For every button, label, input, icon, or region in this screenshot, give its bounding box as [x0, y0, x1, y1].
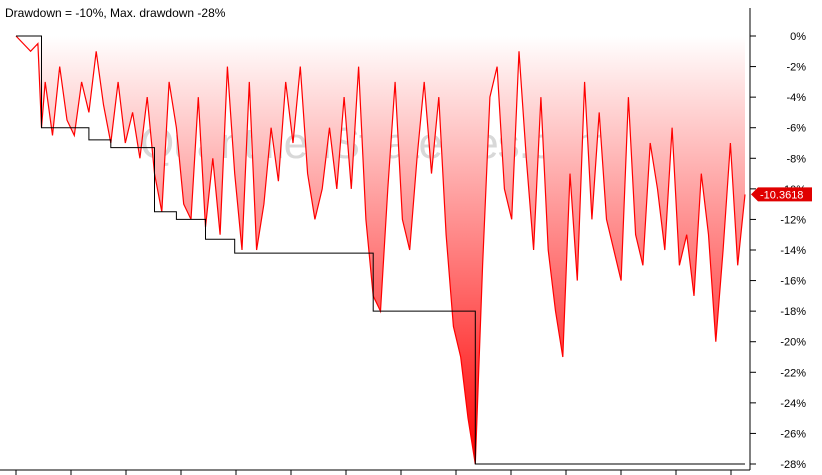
y-tick-label: -18%: [780, 306, 806, 318]
last-value-label: -10.3618: [760, 189, 803, 201]
y-tick-label: -24%: [780, 398, 806, 410]
y-tick-label: -16%: [780, 276, 806, 288]
y-tick-label: -28%: [780, 459, 806, 471]
y-tick-label: -4%: [786, 92, 806, 104]
y-tick-label: 0%: [790, 31, 806, 43]
y-tick-label: -12%: [780, 214, 806, 226]
y-tick-label: -20%: [780, 337, 806, 349]
drawdown-area-layer: [16, 36, 745, 464]
y-tick-label: -8%: [786, 153, 806, 165]
x-tick-marks: [15, 470, 732, 475]
drawdown-area: [16, 36, 745, 464]
y-tick-label: -6%: [786, 123, 806, 135]
y-tick-label: -14%: [780, 245, 806, 257]
y-tick-label: -22%: [780, 367, 806, 379]
y-tick-label: -2%: [786, 62, 806, 74]
max-drawdown-layer: [16, 35, 745, 465]
last-value-marker: -10.3618: [751, 187, 812, 202]
max-drawdown-line: [16, 35, 745, 465]
y-axis-ticks: 0%-2%-4%-6%-8%-10%-12%-14%-16%-18%-20%-2…: [750, 31, 806, 471]
last-value-box: [751, 187, 812, 202]
y-tick-label: -26%: [780, 428, 806, 440]
chart-title: Drawdown = -10%, Max. drawdown -28%: [5, 6, 226, 20]
